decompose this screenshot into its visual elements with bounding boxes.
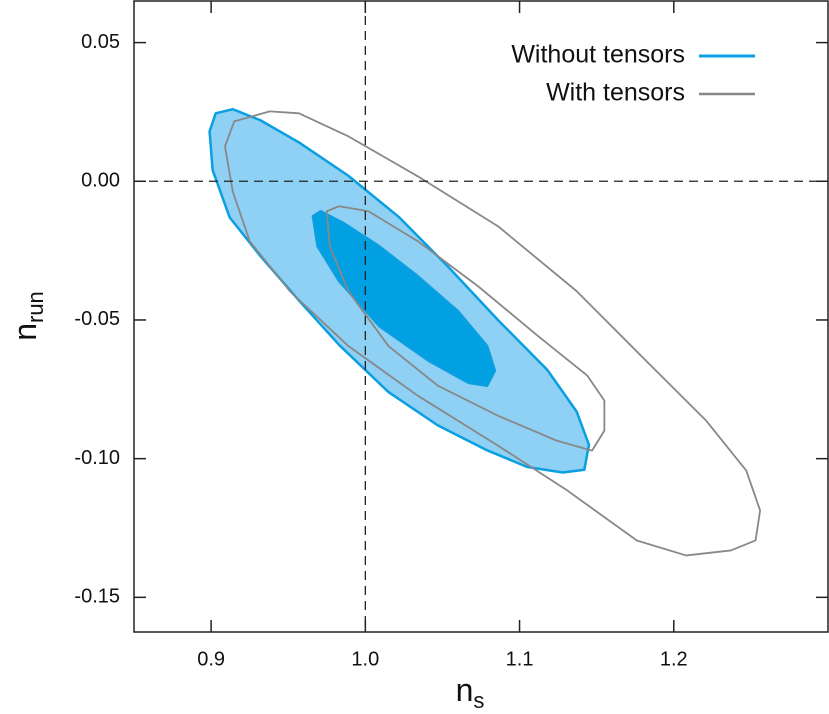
x-tick-label: 1.0 [351,648,379,670]
x-tick-label: 1.1 [506,648,534,670]
contour [224,110,762,557]
y-tick-label: -0.15 [74,586,120,608]
y-tick-label: 0.05 [81,31,120,53]
contour [325,205,606,452]
y-tick-label: -0.05 [74,308,120,330]
y-axis-label: nrun [7,291,47,341]
y-tick-label: -0.10 [74,447,120,469]
legend-label: With tensors [546,79,685,107]
plot-frame [133,0,829,633]
x-axis-label: ns [456,672,485,712]
legend-label: Without tensors [511,41,685,69]
x-tick-label: 1.2 [660,648,688,670]
y-tick-label: 0.00 [81,170,120,192]
x-tick-label: 0.9 [197,648,225,670]
